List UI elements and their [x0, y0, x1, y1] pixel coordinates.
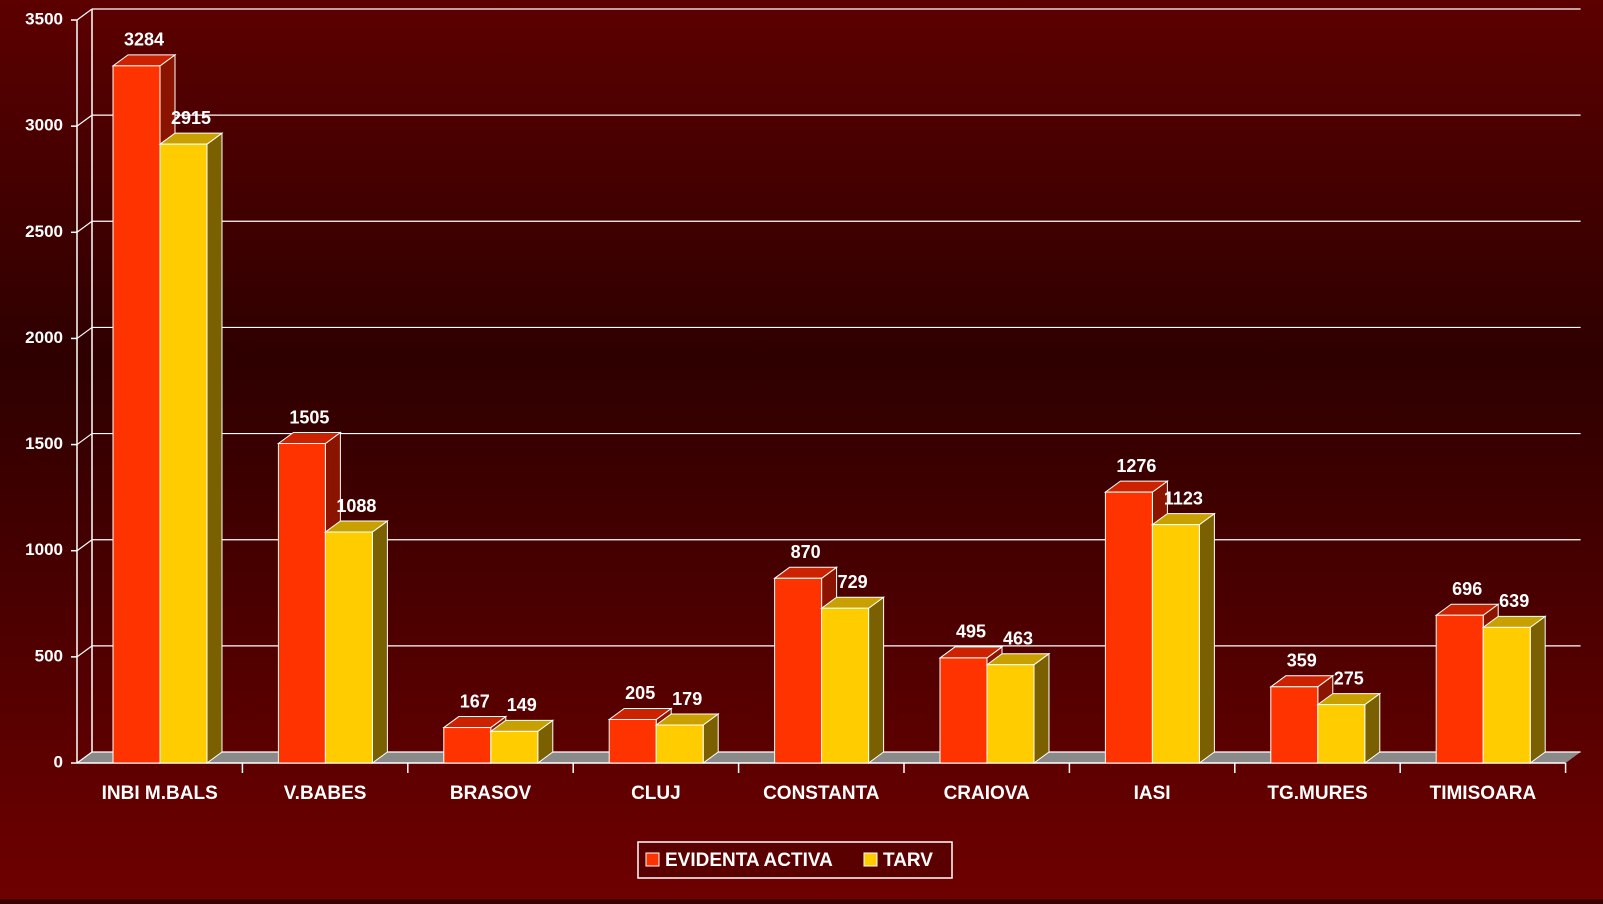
grid-line [76, 326, 93, 339]
bar-side [1033, 652, 1050, 764]
bar [821, 607, 870, 764]
x-tick-label: IASI [1134, 783, 1171, 804]
bar [112, 65, 161, 764]
legend-key [645, 852, 660, 867]
y-tick-label: 500 [35, 646, 63, 665]
data-label: 275 [1334, 668, 1364, 688]
grid-line [76, 751, 93, 764]
bar [277, 443, 326, 764]
data-label: 3284 [124, 30, 164, 50]
data-label: 1123 [1164, 488, 1203, 508]
bar [1104, 491, 1153, 764]
legend-label: EVIDENTA ACTIVA [665, 850, 833, 871]
grid-line [76, 8, 93, 21]
legend: EVIDENTA ACTIVA TARV [637, 841, 953, 879]
data-label: 359 [1287, 651, 1317, 671]
bar-side [206, 132, 223, 764]
x-tick-label: TG.MURES [1267, 783, 1367, 804]
bar [939, 657, 988, 764]
legend-label: TARV [883, 850, 933, 871]
data-label: 696 [1452, 579, 1482, 599]
bar [774, 577, 823, 764]
y-tick-label: 3000 [25, 116, 63, 135]
bar-side [1198, 512, 1215, 764]
data-label: 167 [460, 691, 490, 711]
bar [490, 730, 539, 764]
bar-side [1529, 615, 1546, 764]
bar [1151, 524, 1200, 764]
data-label: 179 [672, 689, 702, 709]
x-tick-label: V.BABES [284, 783, 367, 804]
data-label: 729 [838, 572, 868, 592]
bar [1317, 704, 1366, 764]
y-tick-label: 1500 [25, 434, 63, 453]
data-label: 149 [507, 695, 537, 715]
x-tick-label: TIMISOARA [1430, 783, 1537, 804]
data-label: 870 [791, 542, 821, 562]
legend-box [637, 841, 953, 879]
data-label: 1276 [1116, 456, 1156, 476]
x-tick-label: CONSTANTA [763, 783, 880, 804]
data-label: 1505 [289, 407, 329, 427]
bar [159, 143, 208, 764]
bar [608, 718, 657, 764]
bar [324, 531, 373, 764]
y-tick-label: 0 [54, 752, 63, 771]
y-tick-label: 1000 [25, 540, 63, 559]
grid-line [76, 539, 93, 552]
grid-line [76, 645, 93, 658]
x-tick-label: CRAIOVA [944, 783, 1030, 804]
data-label: 495 [956, 622, 986, 642]
bar [1270, 686, 1319, 764]
grid-line [76, 433, 93, 446]
data-label: 1088 [336, 496, 376, 516]
y-tick-label: 3500 [25, 9, 63, 28]
bar [443, 727, 492, 764]
y-tick-label: 2000 [25, 328, 63, 347]
bar [655, 724, 704, 764]
x-tick-label: CLUJ [631, 783, 681, 804]
data-label: 639 [1499, 591, 1529, 611]
data-label: 2915 [171, 108, 211, 128]
bar-side [868, 596, 885, 764]
bar [1482, 626, 1531, 764]
data-label: 463 [1003, 628, 1033, 648]
bar [1435, 614, 1484, 764]
bar-side [371, 520, 388, 764]
grid-line [76, 114, 93, 127]
data-label: 205 [625, 683, 655, 703]
grid-line [76, 220, 93, 233]
bar [986, 664, 1035, 764]
legend-key [863, 852, 878, 867]
bar-side [1364, 692, 1381, 764]
x-tick-label: INBI M.BALS [102, 783, 218, 804]
y-tick-label: 2500 [25, 222, 63, 241]
x-tick-label: BRASOV [450, 783, 532, 804]
